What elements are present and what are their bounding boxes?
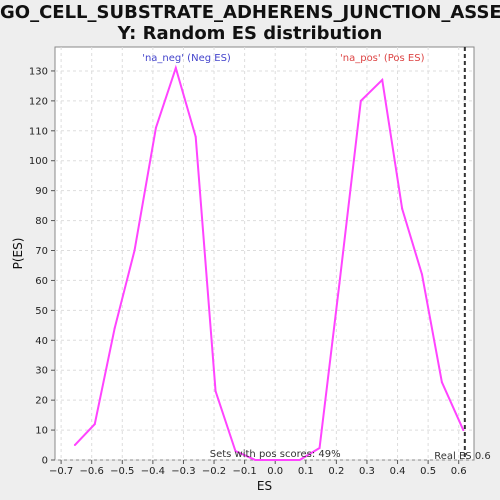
x-tick-label: 0.5	[420, 466, 436, 477]
y-tick-label: 110	[29, 126, 48, 137]
neg-es-label: 'na_neg' (Neg ES)	[142, 53, 231, 64]
chart-title-line1: GO_CELL_SUBSTRATE_ADHERENS_JUNCTION_ASSE…	[0, 2, 500, 23]
data-point	[133, 249, 136, 252]
plot-area	[54, 46, 475, 461]
pos-es-label: 'na_pos' (Pos ES)	[340, 53, 425, 64]
x-axis-label: ES	[257, 479, 272, 493]
x-tick-label: 0.4	[390, 466, 406, 477]
x-tick-label: −0.7	[49, 466, 73, 477]
real-es-label: Real ES 0.6	[434, 451, 490, 462]
y-tick-label: 40	[35, 336, 48, 347]
x-tick-label: 0.3	[359, 466, 375, 477]
y-tick-label: 130	[29, 66, 48, 77]
y-tick-label: 30	[35, 366, 48, 377]
x-tick-label: −0.1	[232, 466, 256, 477]
x-tick-label: −0.3	[171, 466, 195, 477]
y-tick-label: 120	[29, 96, 48, 107]
data-point	[234, 450, 237, 453]
grid-lines	[55, 47, 474, 461]
y-tick-label: 90	[35, 186, 48, 197]
data-point	[338, 282, 341, 285]
data-point	[214, 390, 217, 393]
data-point	[254, 459, 257, 461]
annotations: 'na_neg' (Neg ES) 'na_pos' (Pos ES) Sets…	[142, 53, 491, 462]
x-tick-label: −0.5	[110, 466, 134, 477]
x-tick-label: −0.2	[202, 466, 226, 477]
y-tick-label: 0	[42, 456, 48, 467]
data-point	[359, 99, 362, 102]
data-point	[93, 423, 96, 426]
data-point	[113, 327, 116, 330]
data-point	[318, 447, 321, 450]
data-point	[381, 78, 384, 81]
y-tick-label: 80	[35, 216, 48, 227]
data-point	[194, 135, 197, 138]
y-tick-label: 20	[35, 396, 48, 407]
data-point	[462, 429, 465, 432]
axes	[51, 70, 460, 464]
data-point	[440, 381, 443, 384]
data-point	[154, 126, 157, 129]
data-point	[174, 66, 177, 69]
y-axis-label: P(ES)	[11, 238, 25, 270]
y-tick-label: 10	[35, 426, 48, 437]
y-tick-label: 60	[35, 276, 48, 287]
y-tick-label: 70	[35, 246, 48, 257]
data-point	[421, 273, 424, 276]
x-tick-label: 0.1	[298, 466, 314, 477]
x-tick-label: 0.2	[328, 466, 344, 477]
series-group	[73, 47, 466, 461]
x-tick-label: 0.0	[267, 466, 283, 477]
data-point	[401, 207, 404, 210]
y-tick-label: 100	[29, 156, 48, 167]
chart-title-line2: Y: Random ES distribution	[117, 23, 383, 44]
x-tick-label: −0.6	[80, 466, 104, 477]
x-tick-label: −0.4	[141, 466, 165, 477]
data-point	[73, 444, 76, 447]
data-point	[274, 459, 277, 461]
y-tick-label: 50	[35, 306, 48, 317]
es-distribution-line	[74, 64, 465, 461]
data-point	[298, 459, 301, 461]
sets-pos-scores-label: Sets with pos scores: 49%	[210, 449, 341, 460]
x-tick-label: 0.6	[451, 466, 467, 477]
